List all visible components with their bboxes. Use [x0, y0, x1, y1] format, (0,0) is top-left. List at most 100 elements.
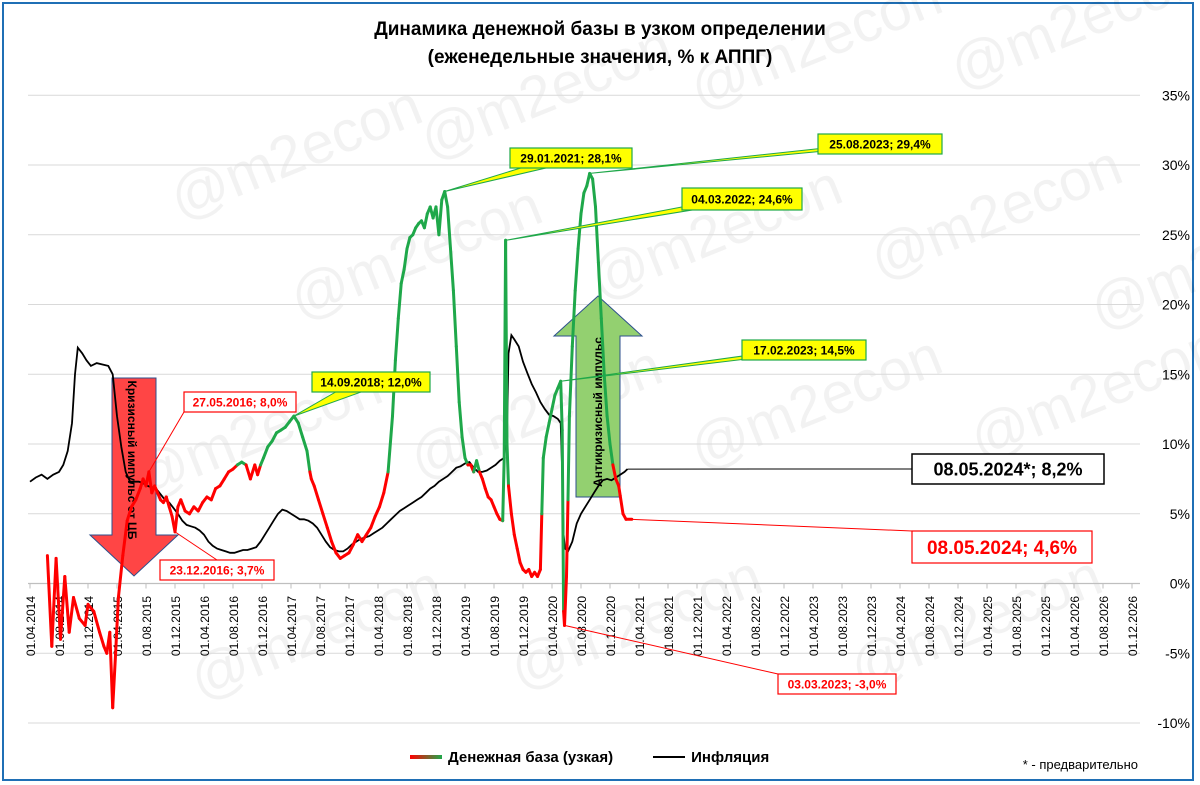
anticrisis-arrow-label: Антикризисный импульс	[591, 337, 605, 487]
base-line-segment	[196, 501, 205, 513]
callout-box	[183, 391, 297, 413]
callout-label: 25.08.2023; 29,4%	[829, 137, 931, 151]
callout-box	[159, 559, 275, 581]
base-line-segment	[296, 421, 305, 439]
x-tick-label: 01.04.2021	[633, 596, 647, 656]
callout-leader	[174, 531, 218, 561]
x-tick-label: 01.08.2021	[662, 596, 676, 656]
inflation-line	[29, 332, 629, 554]
base-line-segment	[570, 289, 577, 348]
x-tick-label: 01.12.2016	[256, 596, 270, 656]
base-line-segment	[567, 344, 574, 418]
x-tick-label: 01.08.2018	[401, 596, 415, 656]
base-line-segment	[121, 519, 129, 558]
base-line-segment	[540, 456, 545, 516]
base-line-segment	[565, 498, 570, 578]
x-tick-label: 01.04.2022	[720, 596, 734, 656]
x-tick-label: 01.12.2024	[952, 596, 966, 656]
x-tick-label: 01.08.2019	[488, 596, 502, 656]
y-tick-label: 15%	[1162, 366, 1190, 382]
base-line-segment	[393, 316, 400, 362]
base-line-segment	[86, 602, 96, 613]
base-line-segment	[454, 344, 461, 404]
base-line-segment	[305, 449, 312, 474]
x-tick-label: 01.12.2020	[604, 596, 618, 656]
legend-label-base: Денежная база (узкая)	[448, 748, 614, 766]
base-line-segment	[507, 484, 513, 516]
base-line-segment	[330, 540, 338, 555]
title-line-1: Динамика денежной базы в узком определен…	[374, 19, 826, 40]
x-tick-label: 01.08.2020	[575, 596, 589, 656]
base-line-segment	[509, 512, 516, 537]
base-line-segment	[599, 316, 606, 376]
base-line-segment	[98, 630, 106, 648]
base-line-segment	[321, 512, 329, 530]
base-line-segment	[54, 556, 62, 641]
x-tick-label: 01.12.2021	[691, 596, 705, 656]
y-tick-label: 35%	[1162, 87, 1190, 103]
base-line-segment	[386, 414, 394, 474]
callout-box	[911, 453, 1105, 485]
x-tick-label: 01.04.2018	[372, 596, 386, 656]
base-line-segment	[573, 247, 580, 293]
base-line-segment	[605, 414, 612, 446]
y-tick-label: -5%	[1165, 645, 1190, 661]
x-tick-label: 01.12.2018	[430, 596, 444, 656]
base-line-segment	[480, 477, 487, 491]
base-line-segment	[325, 526, 334, 544]
y-tick-label: 20%	[1162, 297, 1190, 313]
base-line-segment	[602, 372, 609, 418]
base-line-segment	[167, 505, 174, 518]
callout-label: 23.12.2016; 3,7%	[170, 563, 265, 577]
callout-leader	[631, 518, 913, 532]
base-line-segment	[301, 435, 309, 453]
base-line-segment	[460, 435, 467, 460]
base-line-segment	[382, 470, 390, 495]
legend-item-inflation: Инфляция	[653, 749, 769, 766]
chart-title: Динамика денежной базы в узком определен…	[0, 16, 1200, 72]
base-line-segment	[547, 407, 554, 425]
callout-label: 29.01.2021; 28,1%	[520, 151, 622, 165]
base-line-segment	[437, 198, 444, 237]
base-line-segment	[541, 435, 548, 460]
x-tick-label: 01.04.2017	[285, 596, 299, 656]
base-line-segment	[560, 428, 566, 613]
watermark-text: @m2econ	[681, 0, 951, 122]
footnote: * - предварительно	[1022, 757, 1138, 772]
base-line-segment	[256, 463, 263, 477]
base-line-segment	[67, 596, 75, 634]
callout-box	[817, 133, 943, 155]
x-tick-label: 01.04.2014	[24, 596, 38, 656]
base-line-segment	[576, 212, 583, 251]
base-line-segment	[475, 459, 481, 474]
base-line-segment	[443, 190, 450, 209]
x-tick-label: 01.08.2016	[227, 596, 241, 656]
legend: Денежная база (узкая) Инфляция	[410, 746, 809, 768]
base-line-segment	[457, 400, 464, 439]
title-line-2: (еженедельные значения, % к АППГ)	[427, 47, 773, 68]
x-tick-label: 01.04.2025	[981, 596, 995, 656]
base-line-segment	[125, 505, 133, 523]
callout-label: 08.05.2024*; 8,2%	[933, 459, 1082, 479]
callout-label: 08.05.2024; 4,6%	[927, 538, 1077, 559]
base-line-segment	[505, 442, 510, 488]
x-tick-label: 01.12.2017	[343, 596, 357, 656]
base-line-segment	[618, 494, 625, 516]
base-line-segment	[262, 445, 270, 460]
callout-leader	[148, 411, 185, 473]
y-tick-label: 5%	[1170, 506, 1190, 522]
base-line-segment	[347, 542, 355, 555]
callout-box	[911, 530, 1093, 564]
base-line-segment	[611, 463, 618, 481]
callout-label: 04.03.2022; 24,6%	[691, 192, 793, 206]
callout-label: 17.02.2023; 14,5%	[753, 343, 855, 357]
base-line-segment	[134, 487, 142, 502]
base-line-segment	[209, 487, 218, 502]
callout-box	[777, 673, 897, 695]
x-tick-label: 01.12.2015	[169, 596, 183, 656]
x-tick-label: 01.08.2024	[923, 596, 937, 656]
base-line-segment	[596, 261, 603, 320]
x-tick-label: 01.04.2016	[198, 596, 212, 656]
watermark-text: @m2econ	[581, 152, 851, 312]
legend-item-base: Денежная база (узкая)	[410, 749, 613, 766]
